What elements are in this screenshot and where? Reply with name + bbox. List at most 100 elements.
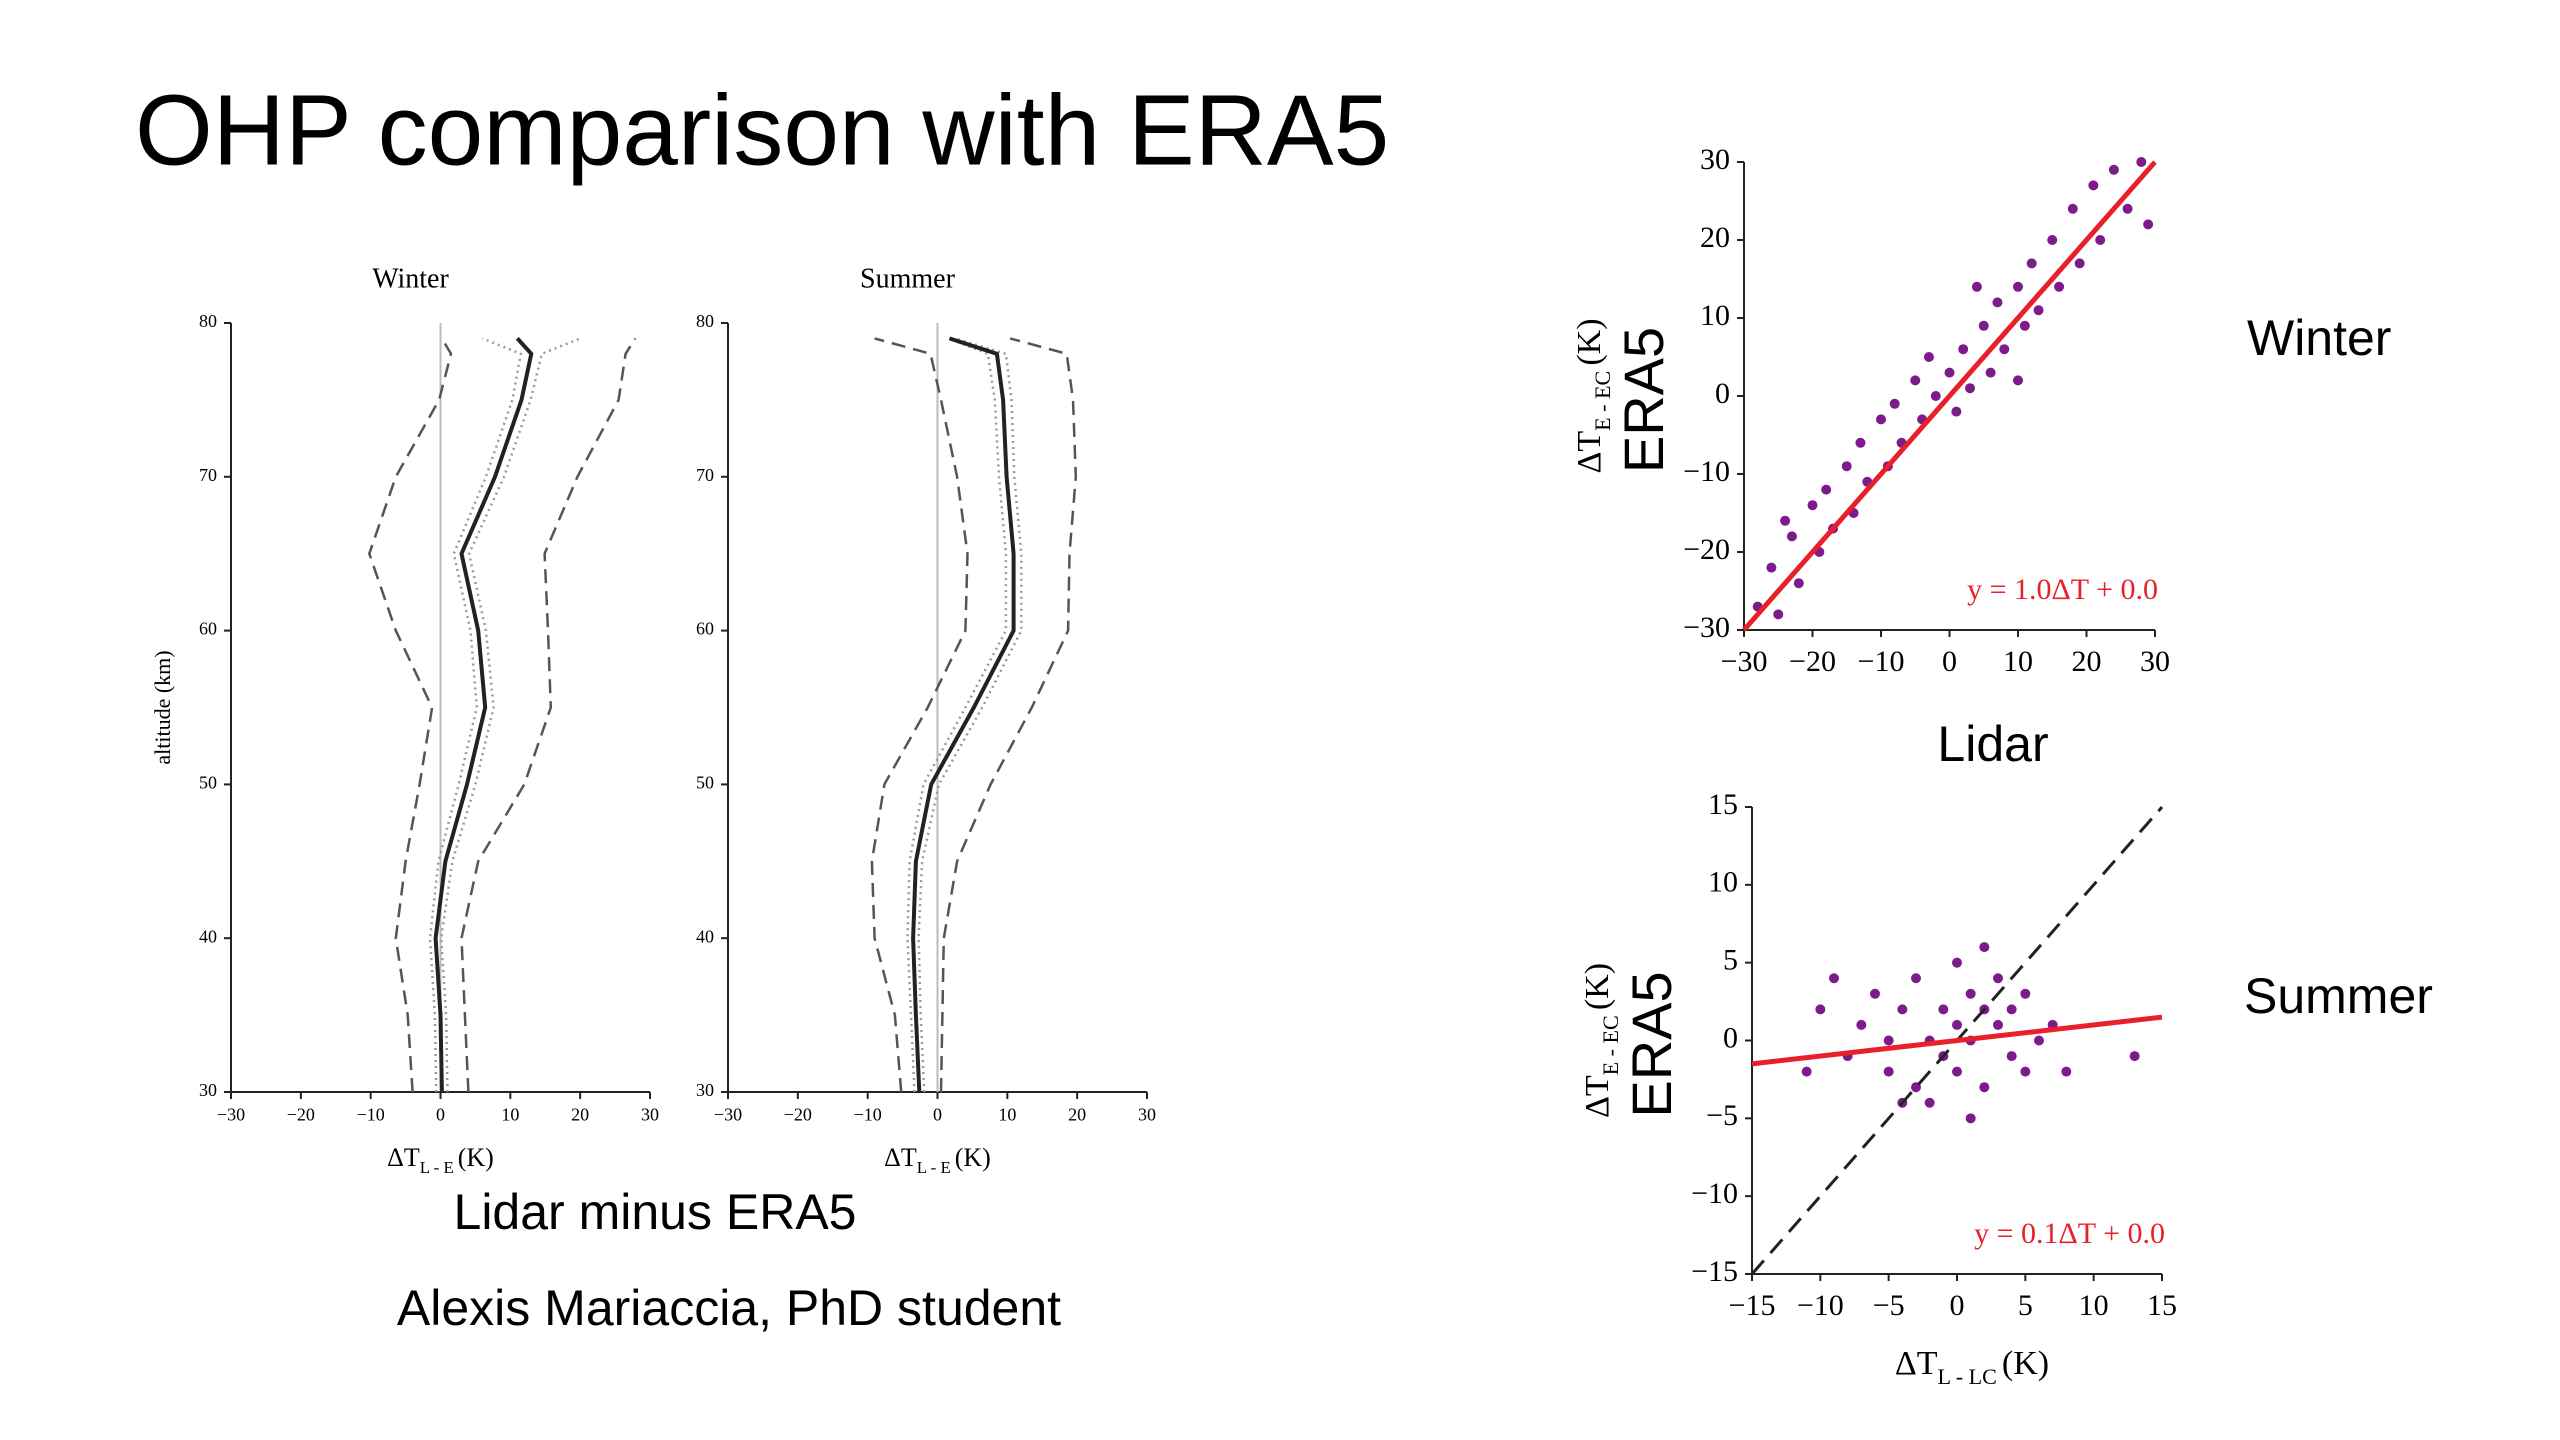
scatter-point [1978, 320, 1989, 331]
label-unit: (K) [1571, 318, 1608, 365]
scatter-point [1815, 1004, 1826, 1015]
scatter-point [1999, 344, 2010, 355]
scatter-point [1807, 500, 1818, 511]
scatter-point [1944, 367, 1955, 378]
scatter-point [1952, 957, 1962, 968]
label-main: ΔT [1895, 1345, 1938, 1382]
scatter-point [1910, 375, 1921, 386]
scatter-point [1911, 973, 1921, 984]
x-tick-label: −20 [287, 1105, 315, 1125]
y-tick-label: 10 [1700, 299, 1730, 332]
label-main: ΔT [884, 1143, 917, 1172]
label-main: ΔT [1571, 431, 1608, 474]
x-tick-label: −10 [854, 1105, 882, 1125]
scatter-point [2129, 1051, 2140, 1062]
scatter-point [1979, 942, 1990, 953]
scatter-point [1855, 437, 1866, 448]
label-unit: (K) [2002, 1345, 2049, 1382]
x-tick-label: 20 [1068, 1105, 1086, 1125]
profile-line [460, 337, 637, 1093]
y-tick-label: −10 [1683, 455, 1730, 488]
y-tick-label: −20 [1683, 533, 1730, 566]
y-tick-label: 0 [1715, 377, 1730, 410]
y-tick-label: 80 [696, 311, 714, 331]
scatter-point [2095, 235, 2106, 245]
scatter-point [2061, 1066, 2072, 1077]
scatter-point [1952, 1066, 1962, 1077]
x-tick-label: 10 [2079, 1289, 2109, 1322]
y-tick-label: −10 [1691, 1177, 1738, 1210]
scatter-point [1856, 1019, 1867, 1030]
fit-line [1742, 160, 2157, 632]
scatter-point [1841, 461, 1852, 472]
x-tick-label: −10 [1858, 645, 1905, 678]
x-tick-label: −5 [1873, 1289, 1905, 1322]
scatter-point [1786, 531, 1797, 542]
x-tick-label: 30 [2140, 645, 2170, 678]
axis-label-overlay: ERA5 [1612, 327, 1675, 473]
scatter-point [2122, 203, 2133, 214]
scatter-point [1829, 973, 1839, 984]
x-tick-label: 0 [436, 1105, 445, 1125]
profile-line [428, 337, 523, 1093]
x-tick-label: 5 [2018, 1289, 2033, 1322]
y-tick-label: 30 [696, 1080, 714, 1100]
axis-label: ΔTL - E (K) [387, 1143, 494, 1177]
scatter-point [1780, 515, 1791, 526]
y-tick-label: 40 [199, 926, 217, 946]
caption: Alexis Mariaccia, PhD student [397, 1280, 1061, 1336]
x-tick-label: −15 [1729, 1289, 1776, 1322]
scatter-point [1951, 406, 1962, 417]
x-tick-label: −30 [217, 1105, 245, 1125]
scatter-point [1979, 1082, 1990, 1093]
scatter-point [1773, 609, 1784, 620]
scatter-point [1793, 578, 1804, 589]
scatter-point [1889, 398, 1900, 409]
x-tick-label: −30 [1721, 645, 1768, 678]
scatter-point [2020, 1066, 2031, 1077]
label-sub: L - E [917, 1158, 951, 1177]
y-tick-label: 70 [696, 465, 714, 485]
profile-line [870, 337, 969, 1093]
label-sub: L - E [420, 1158, 454, 1177]
axis-label: ΔTL - E (K) [884, 1143, 991, 1177]
scatter-point [2054, 281, 2065, 292]
profile-line [433, 337, 534, 1093]
y-tick-label: 60 [199, 619, 217, 639]
fit-line [1751, 1014, 2163, 1067]
scatter-point [2136, 157, 2147, 167]
profile-line [906, 337, 1008, 1093]
scatter-point [2034, 1035, 2044, 1046]
x-tick-label: −20 [784, 1105, 812, 1125]
scatter-point [1958, 344, 1969, 355]
scatter-point [1971, 281, 1982, 292]
x-tick-label: 20 [2072, 645, 2102, 678]
label-unit: (K) [458, 1143, 494, 1172]
x-tick-label: 20 [571, 1105, 589, 1125]
scatter-point [1965, 1113, 1976, 1124]
axis-label: altitude (km) [150, 650, 175, 764]
x-tick-label: −10 [357, 1105, 385, 1125]
scatter-point [1801, 1066, 1812, 1077]
x-tick-label: 10 [2003, 645, 2033, 678]
scatter-point [1883, 1066, 1894, 1077]
y-tick-label: 70 [199, 465, 217, 485]
x-tick-label: 10 [998, 1105, 1016, 1125]
y-tick-label: 0 [1723, 1021, 1738, 1054]
y-tick-label: 40 [696, 926, 714, 946]
scatter-point [2026, 258, 2037, 269]
x-tick-label: −20 [1789, 645, 1836, 678]
profile-line [911, 336, 1016, 1093]
x-tick-label: 10 [501, 1105, 519, 1125]
caption: Lidar minus ERA5 [454, 1184, 857, 1240]
scatter-point [2074, 258, 2085, 269]
label-main: ΔT [387, 1143, 420, 1172]
profile-line [939, 337, 1078, 1093]
y-tick-label: 80 [199, 311, 217, 331]
label-main: ΔT [1579, 1075, 1616, 1118]
label-sub: E - EC [1590, 371, 1615, 431]
scatter-point [1870, 988, 1880, 999]
profile-line [439, 337, 581, 1093]
x-tick-label: 30 [1138, 1105, 1156, 1125]
